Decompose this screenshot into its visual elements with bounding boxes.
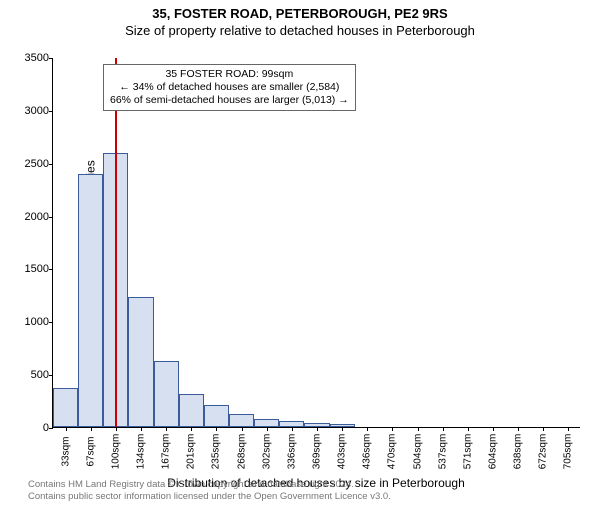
histogram-bar: [128, 297, 153, 427]
annotation-box: 35 FOSTER ROAD: 99sqm ← 34% of detached …: [103, 64, 356, 111]
x-tick-mark: [66, 427, 67, 431]
annot-line-2: ← 34% of detached houses are smaller (2,…: [110, 81, 349, 94]
footer-line-1: Contains HM Land Registry data © Crown c…: [28, 479, 391, 490]
x-tick-label: 672sqm: [538, 432, 549, 472]
x-tick-mark: [317, 427, 318, 431]
histogram-bar: [154, 361, 179, 427]
x-tick-label: 302sqm: [261, 432, 272, 472]
x-tick-label: 336sqm: [286, 432, 297, 472]
y-tick-label: 0: [13, 422, 49, 434]
y-tick-mark: [49, 322, 53, 323]
x-tick-mark: [267, 427, 268, 431]
x-tick-label: 504sqm: [412, 432, 423, 472]
x-tick-mark: [116, 427, 117, 431]
x-tick-label: 604sqm: [488, 432, 499, 472]
x-tick-label: 403sqm: [337, 432, 348, 472]
y-tick-mark: [49, 217, 53, 218]
x-tick-mark: [216, 427, 217, 431]
x-tick-mark: [342, 427, 343, 431]
x-tick-label: 67sqm: [85, 432, 96, 472]
annot-line-1: 35 FOSTER ROAD: 99sqm: [110, 68, 349, 81]
x-tick-mark: [242, 427, 243, 431]
histogram-bar: [254, 419, 279, 427]
x-tick-label: 705sqm: [563, 432, 574, 472]
x-tick-mark: [191, 427, 192, 431]
x-tick-label: 201sqm: [186, 432, 197, 472]
y-tick-mark: [49, 375, 53, 376]
chart-area: Number of detached properties 0500100015…: [52, 58, 580, 428]
footer-line-2: Contains public sector information licen…: [28, 491, 391, 502]
y-tick-mark: [49, 428, 53, 429]
x-tick-label: 571sqm: [462, 432, 473, 472]
x-tick-label: 436sqm: [362, 432, 373, 472]
y-tick-label: 500: [13, 369, 49, 381]
x-tick-label: 235sqm: [211, 432, 222, 472]
page-subtitle: Size of property relative to detached ho…: [0, 23, 600, 38]
x-tick-mark: [468, 427, 469, 431]
x-tick-mark: [543, 427, 544, 431]
y-tick-label: 2500: [13, 158, 49, 170]
x-tick-mark: [443, 427, 444, 431]
x-tick-label: 537sqm: [437, 432, 448, 472]
x-tick-mark: [91, 427, 92, 431]
y-tick-label: 1500: [13, 263, 49, 275]
y-tick-label: 1000: [13, 316, 49, 328]
y-tick-mark: [49, 164, 53, 165]
x-tick-label: 470sqm: [387, 432, 398, 472]
x-tick-label: 134sqm: [136, 432, 147, 472]
x-tick-mark: [392, 427, 393, 431]
property-marker-line: [115, 58, 117, 427]
x-tick-label: 100sqm: [110, 432, 121, 472]
x-tick-label: 33sqm: [60, 432, 71, 472]
y-tick-label: 2000: [13, 211, 49, 223]
x-tick-label: 369sqm: [312, 432, 323, 472]
y-tick-label: 3000: [13, 105, 49, 117]
x-tick-mark: [367, 427, 368, 431]
x-tick-mark: [166, 427, 167, 431]
y-tick-label: 3500: [13, 52, 49, 64]
footer-text: Contains HM Land Registry data © Crown c…: [28, 479, 391, 502]
histogram-bar: [179, 394, 204, 427]
annot-line-3: 66% of semi-detached houses are larger (…: [110, 94, 349, 107]
x-tick-label: 638sqm: [513, 432, 524, 472]
x-tick-mark: [292, 427, 293, 431]
page-title: 35, FOSTER ROAD, PETERBOROUGH, PE2 9RS: [0, 6, 600, 21]
plot-region: 050010001500200025003000350033sqm67sqm10…: [52, 58, 580, 428]
y-tick-mark: [49, 58, 53, 59]
y-tick-mark: [49, 111, 53, 112]
histogram-bar: [53, 388, 78, 427]
y-tick-mark: [49, 269, 53, 270]
histogram-bar: [204, 405, 229, 427]
x-tick-mark: [418, 427, 419, 431]
x-tick-label: 167sqm: [161, 432, 172, 472]
histogram-bar: [78, 174, 103, 427]
x-tick-mark: [141, 427, 142, 431]
x-tick-label: 268sqm: [236, 432, 247, 472]
x-tick-mark: [568, 427, 569, 431]
histogram-bar: [229, 414, 254, 427]
x-tick-mark: [493, 427, 494, 431]
x-tick-mark: [518, 427, 519, 431]
